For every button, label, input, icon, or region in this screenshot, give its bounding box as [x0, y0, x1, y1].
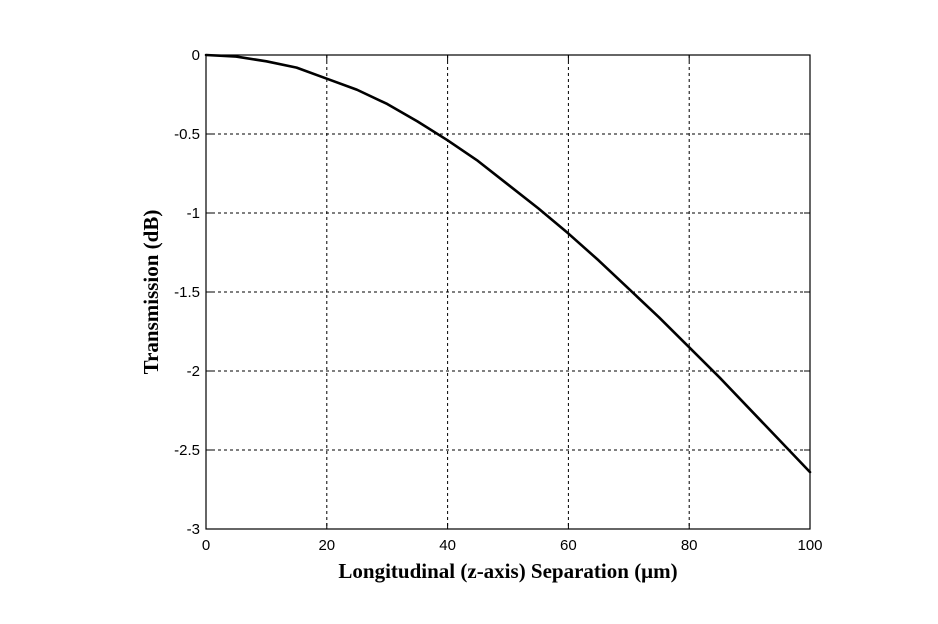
x-tick-labels: 0 20 40 60 80 100: [202, 537, 823, 554]
y-tick-label: -1: [187, 205, 200, 222]
series-line-transmission: [204, 53, 812, 474]
axis-ticks: [205, 54, 811, 530]
y-tick-label: -3: [187, 521, 200, 538]
x-tick-label: 0: [202, 537, 210, 554]
x-tick-label: 60: [560, 537, 577, 554]
y-tick-label: -1.5: [174, 284, 200, 301]
x-tick-label: 80: [681, 537, 698, 554]
x-axis-label: Longitudinal (z-axis) Separation (μm): [338, 559, 677, 583]
y-axis-label: Transmission (dB): [139, 210, 163, 375]
y-tick-label: -2: [187, 363, 200, 380]
y-tick-label: -0.5: [174, 126, 200, 143]
y-tick-label: -2.5: [174, 442, 200, 459]
y-tick-label: 0: [192, 47, 200, 64]
x-tick-label: 20: [318, 537, 335, 554]
y-tick-labels: 0 -0.5 -1 -1.5 -2 -2.5 -3: [174, 47, 200, 538]
grid-lines: [206, 55, 810, 529]
x-tick-label: 40: [439, 537, 456, 554]
x-tick-label: 100: [797, 537, 822, 554]
